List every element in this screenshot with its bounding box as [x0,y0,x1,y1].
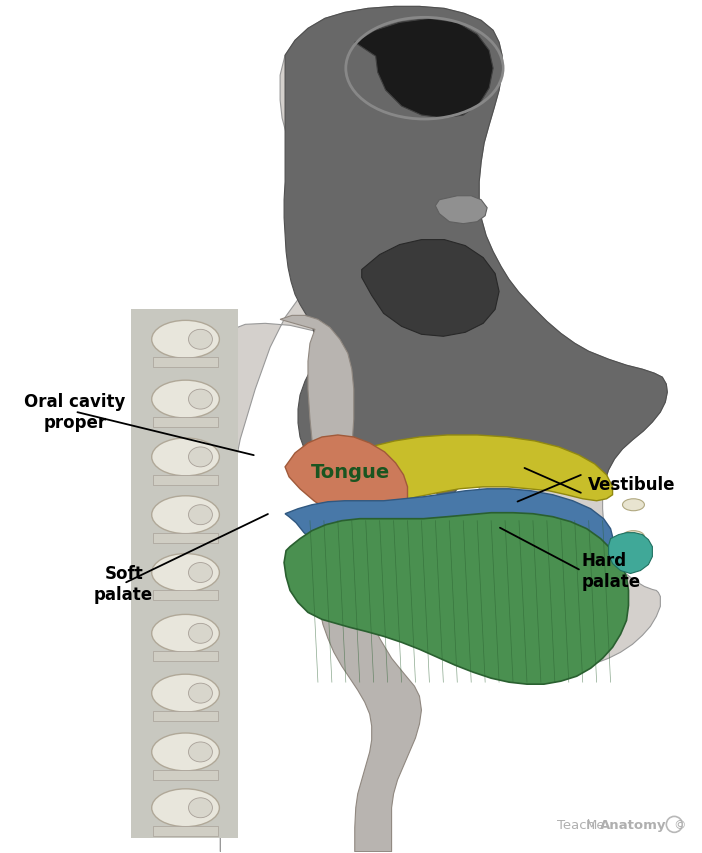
Ellipse shape [189,683,213,703]
Polygon shape [355,20,493,119]
FancyBboxPatch shape [153,826,218,836]
Polygon shape [280,316,421,851]
Ellipse shape [152,380,220,419]
FancyBboxPatch shape [153,591,218,601]
Text: Teach: Teach [557,818,595,831]
Ellipse shape [152,438,220,476]
Text: Vestibule: Vestibule [588,475,676,493]
Ellipse shape [189,448,213,467]
Polygon shape [359,436,613,503]
FancyBboxPatch shape [153,711,218,721]
Ellipse shape [189,330,213,350]
Polygon shape [285,436,408,525]
Ellipse shape [152,789,220,827]
Ellipse shape [152,496,220,534]
Text: Soft
palate: Soft palate [94,565,153,603]
Polygon shape [284,8,668,503]
Polygon shape [285,490,613,549]
FancyBboxPatch shape [153,770,218,780]
Ellipse shape [623,499,644,511]
FancyBboxPatch shape [131,310,238,838]
Ellipse shape [152,615,220,653]
Ellipse shape [189,624,213,643]
Text: Hard
palate: Hard palate [581,552,640,590]
Ellipse shape [189,505,213,525]
Ellipse shape [152,675,220,712]
Polygon shape [609,533,652,574]
FancyBboxPatch shape [153,533,218,543]
Ellipse shape [189,563,213,583]
Text: Anatomy: Anatomy [600,818,666,831]
Ellipse shape [189,390,213,409]
Ellipse shape [189,742,213,762]
FancyBboxPatch shape [153,357,218,368]
FancyBboxPatch shape [153,475,218,485]
Polygon shape [220,8,668,851]
Polygon shape [362,241,499,337]
Ellipse shape [152,321,220,359]
Ellipse shape [152,733,220,771]
Ellipse shape [189,798,213,818]
Text: Oral cavity
proper: Oral cavity proper [24,392,126,432]
Polygon shape [284,514,628,684]
FancyBboxPatch shape [153,417,218,427]
FancyBboxPatch shape [153,652,218,661]
Text: ©: © [673,818,685,831]
Text: Tongue: Tongue [311,462,390,481]
Ellipse shape [623,531,644,543]
Polygon shape [435,196,487,224]
Ellipse shape [152,554,220,592]
Text: Me: Me [585,818,605,831]
